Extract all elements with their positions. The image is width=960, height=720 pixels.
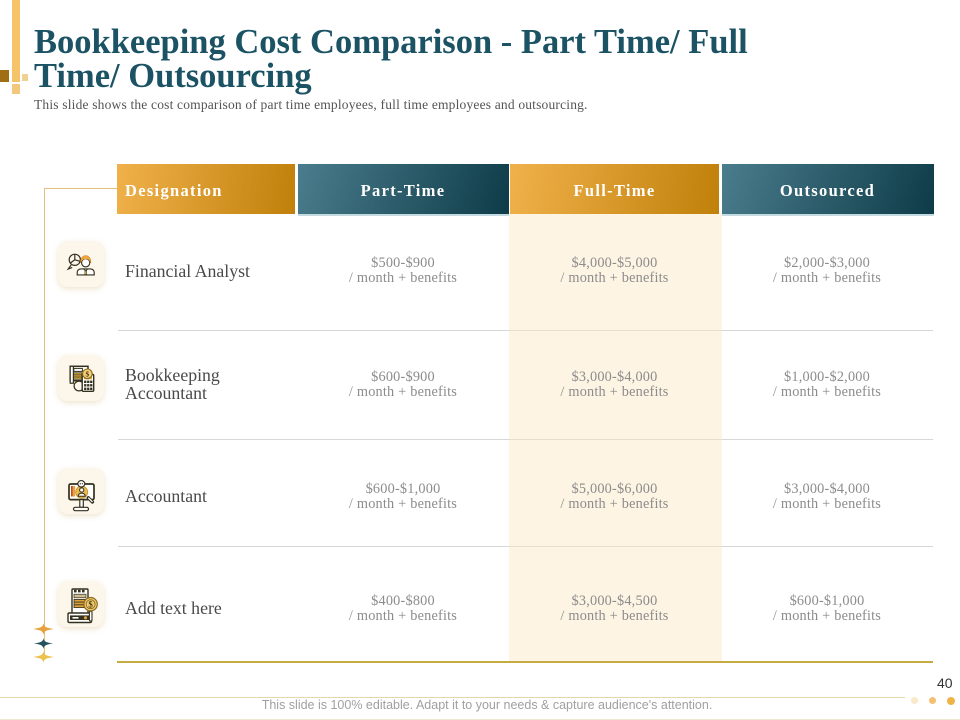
svg-text:$: $ bbox=[86, 370, 90, 379]
svg-text:$: $ bbox=[88, 600, 93, 610]
